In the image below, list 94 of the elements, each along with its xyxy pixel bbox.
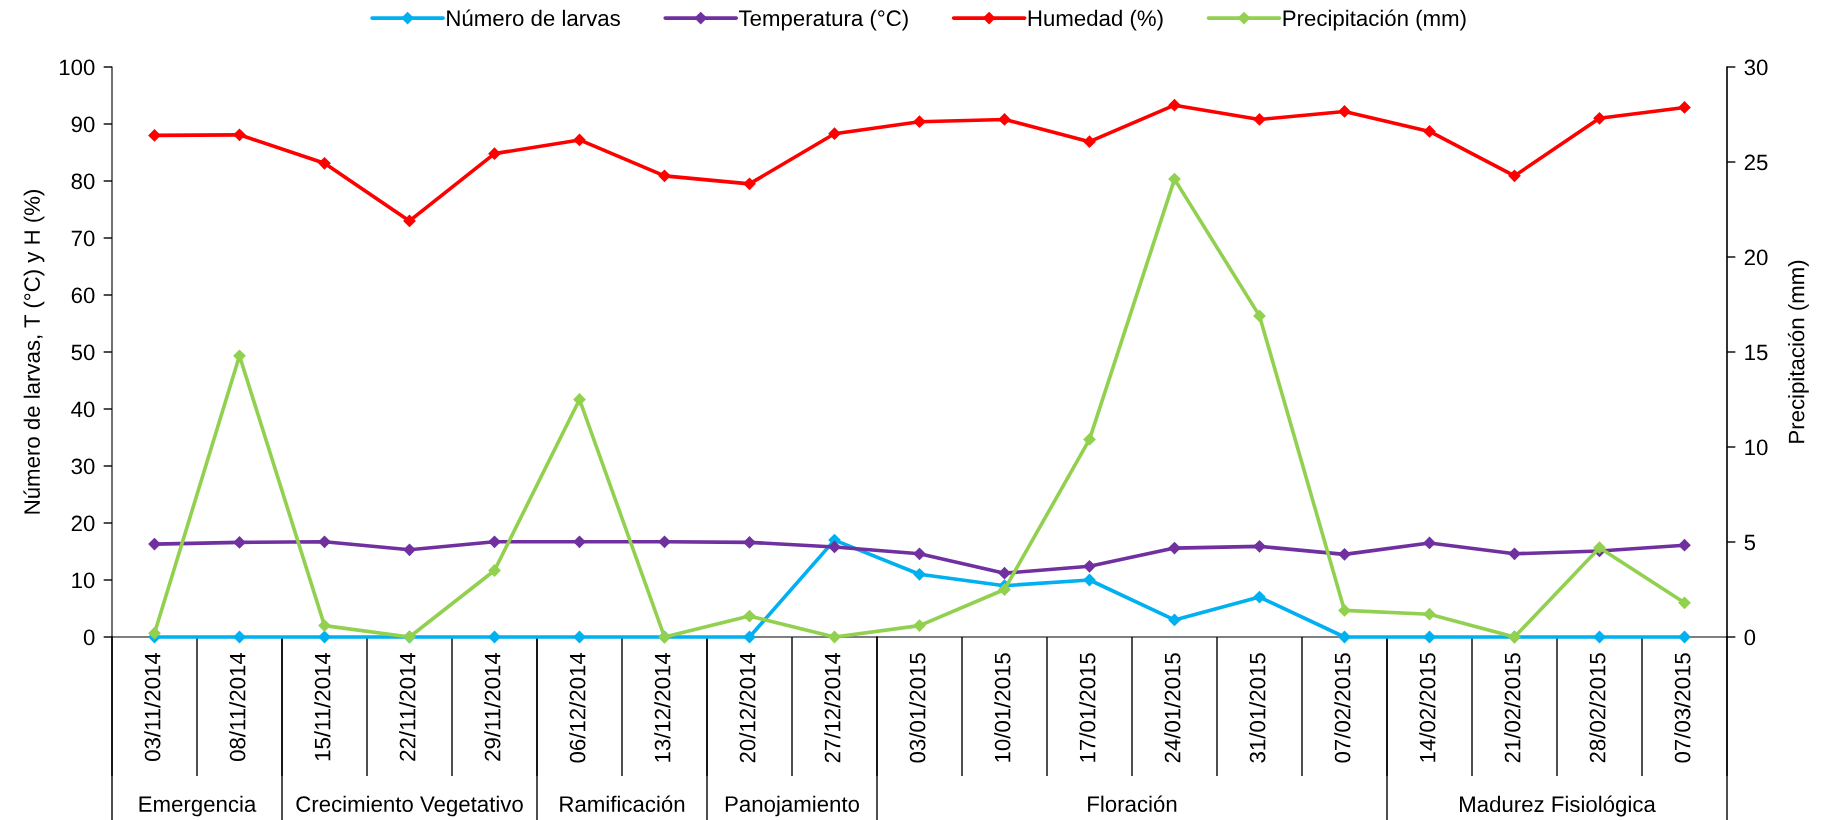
point xyxy=(1253,539,1266,553)
point xyxy=(1338,604,1351,617)
y-tick-label: 30 xyxy=(71,458,95,475)
y2-tick-label: 30 xyxy=(1744,59,1768,76)
point xyxy=(1168,613,1181,627)
y-tick-label: 50 xyxy=(71,344,95,361)
point xyxy=(1338,105,1351,118)
y2-tick-label: 10 xyxy=(1745,439,1768,456)
point xyxy=(828,127,841,141)
y-tick-label: 60 xyxy=(71,287,95,304)
x-tick-label: 07/03/2015 xyxy=(1674,653,1691,763)
x-tick-label: 27/12/2014 xyxy=(824,652,841,763)
x-tick-label: 21/02/2015 xyxy=(1504,653,1521,763)
point xyxy=(913,547,926,561)
x-tick-label: 03/01/2015 xyxy=(909,653,926,763)
point xyxy=(658,535,671,549)
y-tick-label: 0 xyxy=(83,629,95,646)
x-tick-label: 20/12/2014 xyxy=(739,652,756,763)
point xyxy=(318,619,331,632)
point xyxy=(998,566,1011,580)
point xyxy=(573,535,586,549)
y-tick-label: 80 xyxy=(71,173,95,190)
point xyxy=(998,113,1011,126)
point xyxy=(998,583,1011,596)
y-tick-label: 70 xyxy=(71,230,95,247)
legend-label: Temperatura (°C) xyxy=(739,9,908,31)
legend-label: Precipitación (mm) xyxy=(1283,9,1466,31)
x-tick-label: 07/02/2015 xyxy=(1334,653,1351,763)
point xyxy=(233,536,246,549)
x-tick-label: 22/11/2014 xyxy=(399,652,416,761)
point xyxy=(148,129,161,142)
point xyxy=(743,177,756,191)
point xyxy=(1678,101,1691,114)
point xyxy=(913,567,926,581)
point xyxy=(1253,113,1266,126)
point xyxy=(488,564,501,577)
point xyxy=(1083,433,1096,446)
x-tick-label: 17/01/2015 xyxy=(1079,653,1096,762)
point xyxy=(148,626,161,640)
point xyxy=(488,535,501,549)
y-tick-label: 90 xyxy=(71,116,95,133)
x-tick-label: 24/01/2015 xyxy=(1164,653,1181,763)
point xyxy=(488,147,501,161)
point xyxy=(573,393,586,406)
x-tick-label: 10/01/2015 xyxy=(994,653,1011,762)
point xyxy=(1423,607,1436,621)
point xyxy=(403,214,416,228)
y2-tick-label: 5 xyxy=(1744,534,1756,551)
point xyxy=(233,128,246,142)
text: Crecimiento Vegetativo xyxy=(296,795,523,817)
text: Ramificación xyxy=(560,795,685,812)
text: Emergencia xyxy=(139,795,257,817)
y2-tick-label: 15 xyxy=(1745,344,1768,361)
y-tick-label: 40 xyxy=(71,401,95,418)
point xyxy=(1593,111,1606,125)
text: Floración xyxy=(1088,795,1177,812)
text: Madurez Fisiológica xyxy=(1460,795,1656,817)
x-tick-label: 08/11/2014 xyxy=(229,652,246,761)
x-tick-label: 29/11/2014 xyxy=(484,652,501,761)
x-tick-label: 13/12/2014 xyxy=(654,652,671,762)
point xyxy=(913,115,926,129)
point xyxy=(318,156,331,170)
point xyxy=(403,543,416,557)
x-tick-label: 15/11/2014 xyxy=(314,652,331,761)
y-tick-label: 20 xyxy=(71,515,95,532)
point xyxy=(1678,538,1691,552)
x-tick-label: 31/01/2015 xyxy=(1249,653,1266,763)
point xyxy=(1083,135,1096,149)
y2-axis-title: Precipitación (mm) xyxy=(1787,260,1809,443)
y2-tick-label: 25 xyxy=(1744,154,1768,171)
y-tick-label: 100 xyxy=(59,59,95,76)
point xyxy=(1083,559,1096,573)
y-axis-title: Número de larvas, T (°C) y H (%) xyxy=(23,190,45,514)
point xyxy=(913,619,926,632)
point xyxy=(1678,596,1691,610)
x-tick-label: 28/02/2015 xyxy=(1589,653,1606,763)
point xyxy=(658,169,671,183)
x-tick-label: 03/11/2014 xyxy=(144,652,161,761)
point xyxy=(1423,125,1436,138)
x-tick-label: 14/02/2015 xyxy=(1419,653,1436,762)
x-tick-label: 06/12/2014 xyxy=(569,652,586,763)
y2-tick-label: 0 xyxy=(1744,629,1756,646)
point xyxy=(1253,309,1266,323)
y-tick-label: 10 xyxy=(72,572,95,589)
point xyxy=(1508,169,1521,183)
point xyxy=(743,536,756,549)
text: Panojamiento xyxy=(725,795,860,817)
legend-label: Número de larvas xyxy=(447,9,620,27)
point xyxy=(318,535,331,549)
y2-tick-label: 20 xyxy=(1744,249,1768,266)
point xyxy=(1508,547,1521,561)
point xyxy=(1338,547,1351,561)
legend-label: Humedad (%) xyxy=(1028,9,1163,31)
point xyxy=(1168,98,1181,112)
